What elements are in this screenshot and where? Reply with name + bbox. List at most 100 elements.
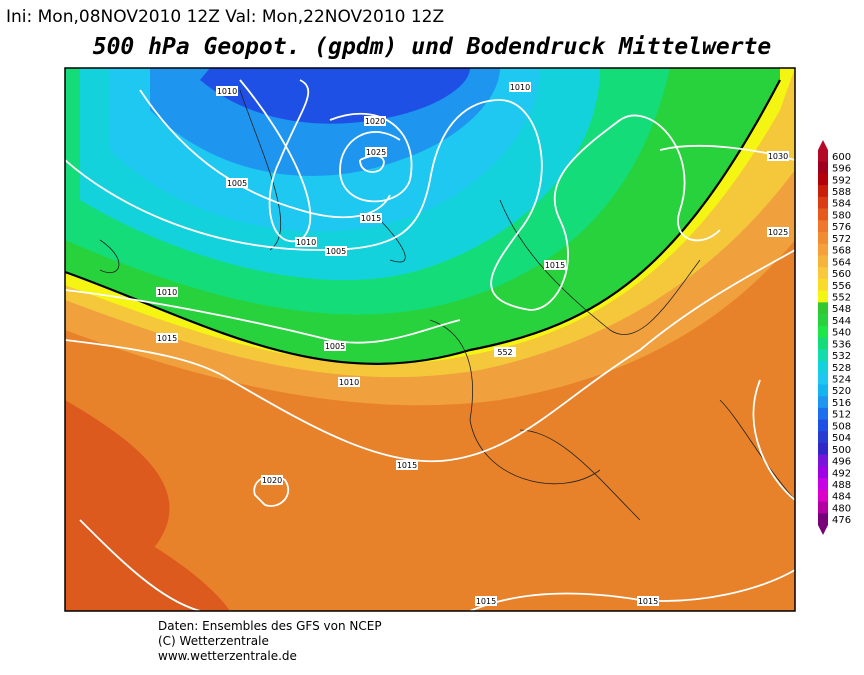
colorbar-cell xyxy=(818,208,828,221)
isobar-label: 1015 xyxy=(361,214,381,223)
isobar-label-bg xyxy=(156,333,178,343)
isobar-label-bg xyxy=(360,213,382,223)
isobar-label: 1015 xyxy=(545,261,565,270)
colorbar-cell xyxy=(818,513,828,526)
isobar-label-bg xyxy=(767,151,789,161)
colorbar-label: 524 xyxy=(832,375,851,386)
colorbar-cell xyxy=(818,501,828,514)
colorbar-cell xyxy=(818,489,828,502)
colorbar-label: 504 xyxy=(832,433,851,444)
colorbar-cell xyxy=(818,337,828,350)
colorbar-label: 536 xyxy=(832,339,851,350)
colorbar-bottom-arrow xyxy=(818,525,828,535)
isobar-label-bg xyxy=(396,460,418,470)
isobar-label: 1030 xyxy=(768,152,788,161)
map-frame xyxy=(64,67,796,612)
isobar-label-bg xyxy=(509,82,531,92)
colorbar-label: 484 xyxy=(832,492,851,503)
isobar-label: 1005 xyxy=(227,179,247,188)
warm-core xyxy=(65,400,230,611)
footer-line: (C) Wetterzentrale xyxy=(158,634,269,648)
colorbar-cell xyxy=(818,419,828,432)
isobar-label: 1025 xyxy=(768,228,788,237)
isobar-label-bg xyxy=(324,341,346,351)
colorbar-cell xyxy=(818,173,828,186)
colorbar-label: 572 xyxy=(832,234,851,245)
isobar-label-bg xyxy=(226,178,248,188)
isobar-label-bg xyxy=(261,475,283,485)
isobar-label: 1020 xyxy=(365,117,385,126)
isobar-label-bg xyxy=(156,287,178,297)
run-info: Ini: Mon,08NOV2010 12Z Val: Mon,22NOV201… xyxy=(6,7,444,27)
colorbar-cell xyxy=(818,384,828,397)
colorbar-label: 520 xyxy=(832,386,851,397)
isobar-label: 1015 xyxy=(638,597,658,606)
field-508 xyxy=(200,68,470,124)
colorbar-label: 592 xyxy=(832,175,851,186)
colorbar-cell xyxy=(818,431,828,444)
colorbar-cell xyxy=(818,360,828,373)
colorbar-label: 552 xyxy=(832,292,851,303)
colorbar-label: 516 xyxy=(832,398,851,409)
isobar-label: 1020 xyxy=(262,476,282,485)
colorbar-cell xyxy=(818,478,828,491)
isobar-label: 1015 xyxy=(476,597,496,606)
isobar-label: 1005 xyxy=(325,342,345,351)
colorbar-cell xyxy=(818,349,828,362)
colorbar-cell xyxy=(818,161,828,174)
colorbar-label: 512 xyxy=(832,410,851,421)
colorbar-label: 508 xyxy=(832,421,851,432)
colorbar-label: 476 xyxy=(832,515,851,526)
colorbar-label: 568 xyxy=(832,246,851,257)
colorbar-cell xyxy=(818,255,828,268)
isobar-label: 1010 xyxy=(157,288,177,297)
colorbar-label: 544 xyxy=(832,316,851,327)
colorbar-label: 500 xyxy=(832,445,851,456)
map-area xyxy=(65,68,795,611)
isobar-label-bg xyxy=(475,596,497,606)
isobar-label-bg xyxy=(637,596,659,606)
colorbar-label: 480 xyxy=(832,503,851,514)
colorbar-label: 580 xyxy=(832,210,851,221)
isobar-label: 1015 xyxy=(397,461,417,470)
isobar-label: 1015 xyxy=(157,334,177,343)
colorbar-cell xyxy=(818,220,828,233)
colorbar-cell xyxy=(818,372,828,385)
colorbar-label: 540 xyxy=(832,328,851,339)
isobar-label: 1010 xyxy=(296,238,316,247)
isobar-label-bg xyxy=(338,377,360,387)
colorbar-cell xyxy=(818,454,828,467)
colorbar-cell xyxy=(818,325,828,338)
colorbar-label: 556 xyxy=(832,281,851,292)
isobar-label-bg xyxy=(365,147,387,157)
colorbar-label: 576 xyxy=(832,222,851,233)
colorbar-label: 496 xyxy=(832,457,851,468)
isobar-label: 552 xyxy=(497,348,512,357)
coastline xyxy=(99,89,795,521)
isobar-label-bg xyxy=(216,86,238,96)
colorbar-label: 596 xyxy=(832,164,851,175)
isobar-label: 1010 xyxy=(339,378,359,387)
isobar-label-bg xyxy=(295,237,317,247)
colorbar-cell xyxy=(818,185,828,198)
colorbar-cell xyxy=(818,196,828,209)
colorbar-label: 564 xyxy=(832,257,851,268)
colorbar-label: 584 xyxy=(832,199,851,210)
isobar xyxy=(79,379,795,611)
colorbar-cell xyxy=(818,243,828,256)
footer-line: www.wetterzentrale.de xyxy=(158,649,297,663)
isobar xyxy=(139,79,413,243)
colorbar-top-arrow xyxy=(818,140,828,150)
contour-552 xyxy=(65,79,781,365)
colorbar-label: 492 xyxy=(832,468,851,479)
isobar xyxy=(65,99,721,311)
colorbar-cell xyxy=(818,442,828,455)
map-title: 500 hPa Geopot. (gpdm) und Bodendruck Mi… xyxy=(93,34,772,60)
colorbar-cell xyxy=(818,314,828,327)
colorbar-cell xyxy=(818,396,828,409)
colorbar-label: 528 xyxy=(832,363,851,374)
colorbar-cell xyxy=(818,232,828,245)
colorbar-label: 600 xyxy=(832,152,851,163)
colorbar-cell xyxy=(818,302,828,315)
